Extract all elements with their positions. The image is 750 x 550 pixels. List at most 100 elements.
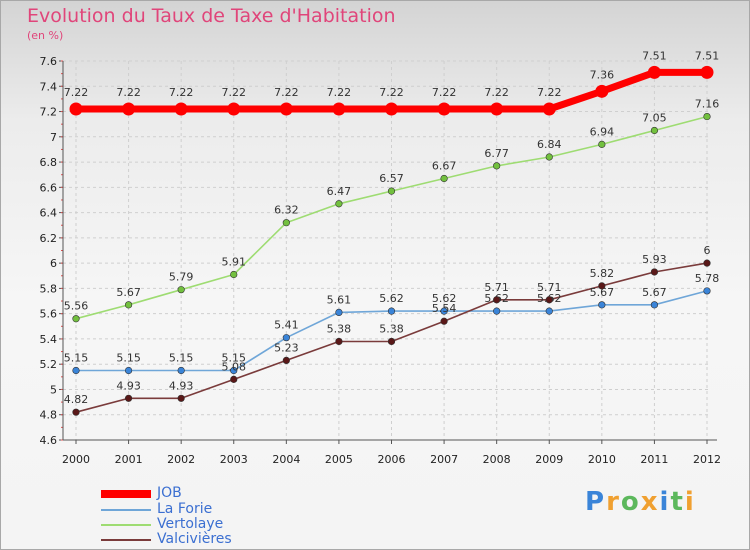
- data-point: [647, 65, 661, 79]
- data-label: 7.16: [695, 98, 720, 111]
- data-label: 5.71: [484, 281, 509, 294]
- brand-letter: i: [659, 487, 671, 517]
- legend-swatch: [101, 490, 151, 498]
- y-tick-label: 6: [50, 257, 57, 270]
- data-label: 4.93: [169, 379, 194, 392]
- data-label: 5.62: [379, 292, 404, 305]
- y-tick-label: 7.6: [40, 55, 58, 68]
- y-tick-label: 7: [50, 131, 57, 144]
- data-point: [124, 394, 133, 402]
- data-label: 6.67: [432, 159, 457, 172]
- data-label: 5.82: [590, 267, 615, 280]
- data-label: 6.47: [327, 185, 352, 198]
- data-point: [72, 366, 80, 375]
- data-point: [703, 112, 711, 121]
- data-label: 7.51: [642, 49, 667, 62]
- data-point: [650, 268, 659, 276]
- data-label: 7.22: [274, 86, 299, 99]
- legend-swatch: [101, 524, 151, 526]
- y-tick-label: 4.8: [40, 409, 58, 422]
- x-tick-label: 2008: [483, 453, 511, 466]
- data-point: [437, 102, 451, 116]
- data-label: 5.15: [222, 352, 247, 365]
- y-tick-label: 4.6: [40, 434, 58, 447]
- data-point: [650, 301, 659, 309]
- data-label: 7.22: [327, 86, 352, 99]
- y-tick-label: 6.8: [40, 156, 58, 169]
- data-label: 7.22: [484, 86, 509, 99]
- data-point: [440, 317, 448, 325]
- data-point: [493, 296, 501, 304]
- data-point: [387, 337, 396, 346]
- x-tick-label: 2011: [640, 453, 668, 466]
- brand-letter: x: [640, 487, 660, 517]
- data-label: 5.67: [642, 286, 667, 299]
- legend-label: Valcivières: [157, 531, 232, 547]
- data-point: [230, 375, 238, 383]
- chart-subtitle: (en %): [27, 29, 64, 42]
- brand-letter: P: [585, 487, 607, 517]
- data-label: 5.62: [432, 292, 457, 305]
- data-label: 7.22: [222, 86, 247, 99]
- y-tick-label: 5.4: [40, 333, 58, 346]
- data-point: [69, 102, 83, 116]
- data-point: [177, 286, 185, 294]
- data-label: 5.71: [537, 281, 562, 294]
- data-label: 7.05: [642, 111, 667, 124]
- x-tick-label: 2004: [272, 453, 300, 466]
- data-label: 6.32: [274, 204, 299, 217]
- x-tick-label: 2001: [115, 453, 143, 466]
- data-label: 6.84: [537, 138, 562, 151]
- data-point: [230, 366, 238, 375]
- brand-letter: r: [606, 487, 621, 517]
- data-label: 5.15: [169, 352, 194, 365]
- data-point: [122, 102, 136, 116]
- data-point: [703, 287, 711, 295]
- data-point: [332, 102, 346, 116]
- data-point: [335, 308, 343, 317]
- data-point: [124, 301, 133, 309]
- data-label: 6: [704, 244, 711, 257]
- data-label: 4.82: [64, 393, 89, 406]
- x-tick-label: 2006: [378, 453, 406, 466]
- legend-swatch: [101, 539, 151, 541]
- x-tick-label: 2009: [535, 453, 563, 466]
- data-label: 5.79: [169, 271, 194, 284]
- x-tick-label: 2000: [62, 453, 90, 466]
- y-tick-label: 5: [50, 383, 57, 396]
- plot-area: [63, 61, 709, 440]
- data-label: 5.56: [64, 300, 89, 313]
- y-tick-label: 5.6: [40, 308, 58, 321]
- data-point: [650, 126, 659, 135]
- data-label: 5.67: [590, 286, 615, 299]
- data-point: [703, 259, 711, 267]
- data-label: 7.22: [169, 86, 194, 99]
- data-label: 5.23: [274, 341, 299, 354]
- data-label: 5.67: [116, 286, 141, 299]
- data-point: [279, 102, 293, 116]
- data-point: [440, 174, 448, 183]
- data-label: 7.22: [64, 86, 89, 99]
- data-label: 5.08: [222, 360, 247, 373]
- data-label: 5.15: [116, 352, 141, 365]
- data-point: [490, 102, 504, 116]
- data-point: [124, 366, 133, 375]
- data-point: [174, 102, 188, 116]
- data-label: 6.57: [379, 172, 404, 185]
- y-tick-label: 5.2: [40, 358, 58, 371]
- data-point: [227, 102, 241, 116]
- data-point: [282, 334, 290, 342]
- data-point: [72, 408, 80, 416]
- data-point: [542, 102, 556, 116]
- x-tick-label: 2005: [325, 453, 353, 466]
- data-label: 7.22: [379, 86, 404, 99]
- brand-letter: o: [620, 487, 641, 517]
- chart-title: Evolution du Taux de Taxe d'Habitation: [27, 5, 396, 27]
- data-label: 5.78: [695, 272, 720, 285]
- data-point: [282, 356, 290, 365]
- data-label: 5.91: [222, 256, 247, 269]
- y-tick-label: 6.4: [40, 207, 58, 220]
- data-point: [387, 187, 396, 195]
- data-label: 5.38: [327, 322, 352, 335]
